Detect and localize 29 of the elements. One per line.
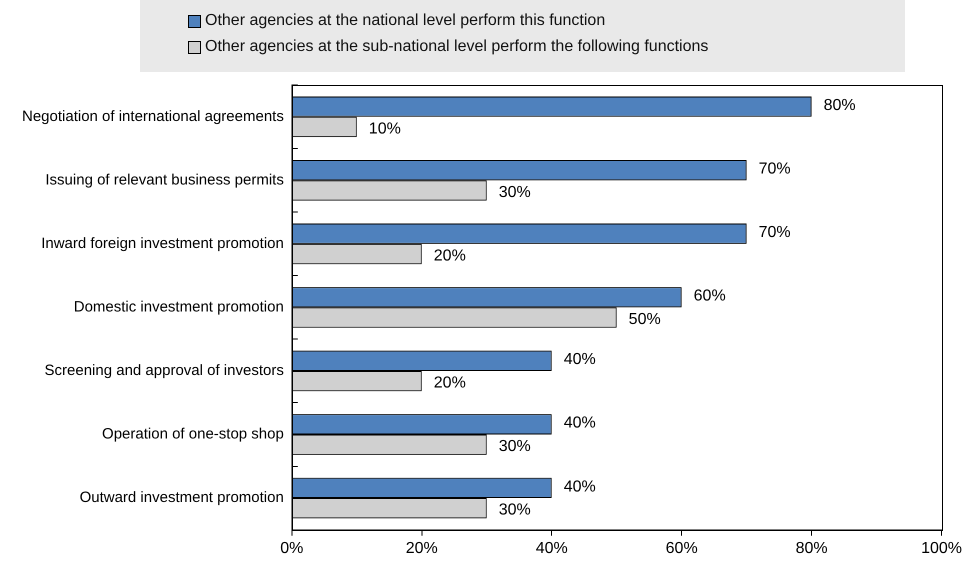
data-label: 40% — [564, 351, 596, 368]
y-tick-label: Domestic investment promotion — [74, 298, 284, 316]
data-label: 20% — [434, 247, 466, 264]
data-label: 40% — [564, 478, 596, 496]
x-tick-label: 100% — [921, 540, 962, 557]
x-tick-label: 60% — [666, 540, 698, 557]
data-label: 60% — [694, 288, 726, 305]
data-label: 10% — [368, 120, 401, 138]
data-label: 30% — [498, 438, 531, 456]
y-tick-label: Issuing of relevant business permits — [45, 171, 284, 188]
data-label: 70% — [758, 160, 791, 178]
data-label: 30% — [498, 502, 531, 519]
data-label: 50% — [628, 310, 661, 328]
y-tick-label: Screening and approval of investors — [44, 362, 284, 380]
data-label: 80% — [824, 97, 856, 114]
x-tick-label: 40% — [536, 540, 568, 557]
legend-label: Other agencies at the national level perform this function — [205, 12, 606, 30]
y-tick-label: Outward investment promotion — [80, 489, 284, 506]
y-tick-label: Operation of one-stop shop — [102, 426, 284, 443]
data-label: 40% — [564, 414, 596, 432]
x-tick-label: 80% — [796, 540, 828, 557]
data-label: 20% — [434, 374, 466, 392]
y-tick-label: Inward foreign investment promotion — [41, 235, 284, 252]
x-tick-label: 0% — [280, 540, 304, 557]
data-label: 30% — [498, 184, 531, 201]
y-tick-label: Negotiation of international agreements — [22, 108, 284, 125]
data-label: 70% — [758, 224, 791, 242]
x-tick-label: 20% — [406, 540, 438, 557]
legend-label: Other agencies at the sub-national level perform the following functions — [205, 38, 708, 56]
